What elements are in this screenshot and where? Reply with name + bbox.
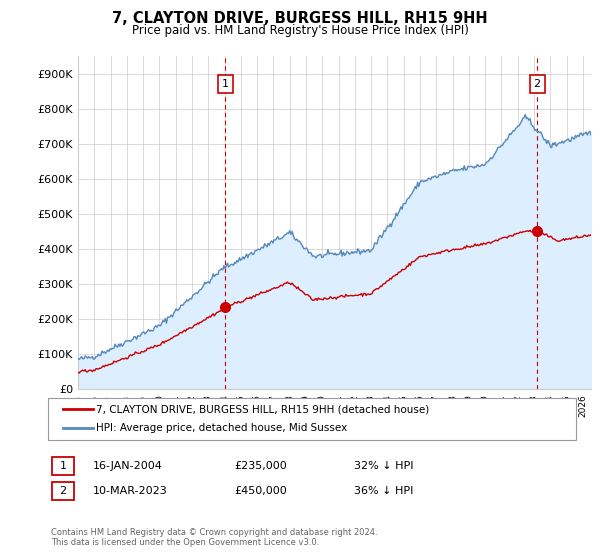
Text: Contains HM Land Registry data © Crown copyright and database right 2024.
This d: Contains HM Land Registry data © Crown c… <box>51 528 377 547</box>
Text: 10-MAR-2023: 10-MAR-2023 <box>93 486 168 496</box>
Text: 7, CLAYTON DRIVE, BURGESS HILL, RH15 9HH: 7, CLAYTON DRIVE, BURGESS HILL, RH15 9HH <box>112 11 488 26</box>
Text: 32% ↓ HPI: 32% ↓ HPI <box>354 461 413 471</box>
Text: 36% ↓ HPI: 36% ↓ HPI <box>354 486 413 496</box>
Text: 1: 1 <box>59 461 67 471</box>
Text: £450,000: £450,000 <box>234 486 287 496</box>
Text: 2: 2 <box>533 79 541 89</box>
Text: 2: 2 <box>59 486 67 496</box>
Text: £235,000: £235,000 <box>234 461 287 471</box>
Text: 1: 1 <box>222 79 229 89</box>
Text: 7, CLAYTON DRIVE, BURGESS HILL, RH15 9HH (detached house): 7, CLAYTON DRIVE, BURGESS HILL, RH15 9HH… <box>96 404 429 414</box>
Text: HPI: Average price, detached house, Mid Sussex: HPI: Average price, detached house, Mid … <box>96 423 347 433</box>
Text: 16-JAN-2004: 16-JAN-2004 <box>93 461 163 471</box>
Text: Price paid vs. HM Land Registry's House Price Index (HPI): Price paid vs. HM Land Registry's House … <box>131 24 469 36</box>
